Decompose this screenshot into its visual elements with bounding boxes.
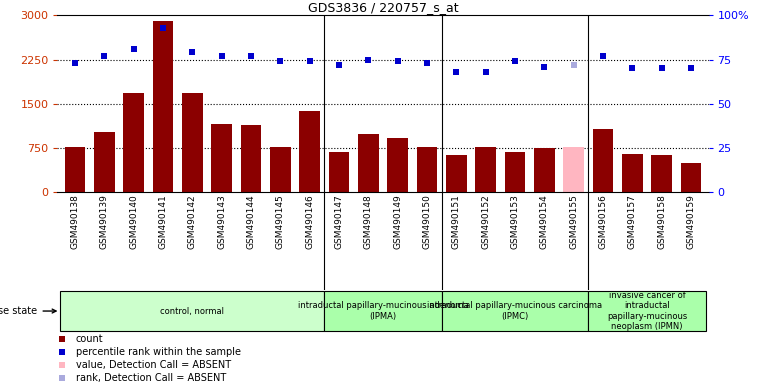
Text: GSM490146: GSM490146 bbox=[305, 194, 314, 249]
FancyBboxPatch shape bbox=[324, 291, 442, 331]
Bar bbox=[65, 147, 85, 192]
Text: GSM490140: GSM490140 bbox=[129, 194, 138, 249]
Text: GSM490156: GSM490156 bbox=[598, 194, 607, 249]
Bar bbox=[446, 156, 466, 192]
Bar bbox=[152, 21, 173, 192]
Bar bbox=[417, 147, 437, 192]
Bar bbox=[270, 147, 290, 192]
Bar bbox=[476, 147, 496, 192]
FancyBboxPatch shape bbox=[588, 291, 705, 331]
Text: value, Detection Call = ABSENT: value, Detection Call = ABSENT bbox=[76, 359, 231, 369]
Text: GSM490157: GSM490157 bbox=[628, 194, 637, 249]
Bar bbox=[182, 93, 203, 192]
Text: GSM490154: GSM490154 bbox=[540, 194, 548, 249]
Bar bbox=[211, 124, 232, 192]
Text: GSM490150: GSM490150 bbox=[423, 194, 431, 249]
Text: GSM490147: GSM490147 bbox=[335, 194, 343, 249]
Text: GSM490144: GSM490144 bbox=[247, 194, 256, 248]
Text: intraductal papillary-mucinous adenoma
(IPMA): intraductal papillary-mucinous adenoma (… bbox=[298, 301, 468, 321]
Text: GSM490139: GSM490139 bbox=[100, 194, 109, 249]
Bar bbox=[94, 132, 115, 192]
Text: GSM490159: GSM490159 bbox=[686, 194, 696, 249]
Bar bbox=[505, 152, 525, 192]
Bar bbox=[241, 126, 261, 192]
Text: GSM490151: GSM490151 bbox=[452, 194, 461, 249]
Text: percentile rank within the sample: percentile rank within the sample bbox=[76, 347, 241, 357]
Text: GSM490141: GSM490141 bbox=[159, 194, 168, 249]
Text: intraductal papillary-mucinous carcinoma
(IPMC): intraductal papillary-mucinous carcinoma… bbox=[427, 301, 603, 321]
Text: GSM490145: GSM490145 bbox=[276, 194, 285, 249]
Bar bbox=[388, 138, 408, 192]
Text: control, normal: control, normal bbox=[160, 306, 224, 316]
Bar bbox=[358, 134, 378, 192]
Text: rank, Detection Call = ABSENT: rank, Detection Call = ABSENT bbox=[76, 372, 226, 382]
FancyBboxPatch shape bbox=[61, 291, 324, 331]
Bar bbox=[329, 152, 349, 192]
Text: GSM490149: GSM490149 bbox=[393, 194, 402, 249]
Text: disease state: disease state bbox=[0, 306, 56, 316]
Text: GSM490142: GSM490142 bbox=[188, 194, 197, 248]
Text: GSM490143: GSM490143 bbox=[218, 194, 226, 249]
Bar bbox=[593, 129, 614, 192]
Text: GSM490148: GSM490148 bbox=[364, 194, 373, 249]
Bar bbox=[651, 156, 672, 192]
Bar bbox=[563, 147, 584, 192]
Text: GSM490158: GSM490158 bbox=[657, 194, 666, 249]
Bar bbox=[622, 154, 643, 192]
Bar bbox=[534, 149, 555, 192]
Text: GSM490152: GSM490152 bbox=[481, 194, 490, 249]
Text: GSM490155: GSM490155 bbox=[569, 194, 578, 249]
FancyBboxPatch shape bbox=[442, 291, 588, 331]
Bar bbox=[123, 93, 144, 192]
Text: invasive cancer of
intraductal
papillary-mucinous
neoplasm (IPMN): invasive cancer of intraductal papillary… bbox=[607, 291, 687, 331]
Title: GDS3836 / 220757_s_at: GDS3836 / 220757_s_at bbox=[308, 1, 458, 14]
Bar bbox=[300, 111, 320, 192]
Text: GSM490138: GSM490138 bbox=[70, 194, 80, 249]
Text: GSM490153: GSM490153 bbox=[510, 194, 519, 249]
Bar bbox=[681, 162, 701, 192]
Text: count: count bbox=[76, 334, 103, 344]
